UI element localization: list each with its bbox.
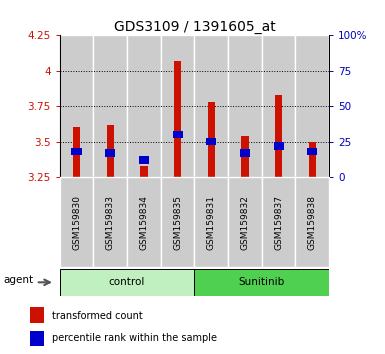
Text: GSM159832: GSM159832 — [241, 195, 249, 250]
Bar — [127, 35, 161, 177]
Bar — [139, 156, 149, 164]
Bar — [194, 269, 329, 296]
Bar — [262, 177, 296, 267]
Bar — [208, 102, 215, 177]
Text: agent: agent — [3, 275, 33, 285]
Text: transformed count: transformed count — [52, 311, 142, 321]
Bar — [30, 331, 44, 347]
Bar — [241, 136, 249, 177]
Bar — [172, 131, 182, 138]
Text: Sunitinib: Sunitinib — [239, 277, 285, 287]
Bar — [206, 138, 216, 145]
Bar — [30, 307, 44, 323]
Bar — [161, 35, 194, 177]
Text: percentile rank within the sample: percentile rank within the sample — [52, 333, 217, 343]
Bar — [296, 35, 329, 177]
Text: GSM159838: GSM159838 — [308, 195, 317, 250]
Text: GSM159837: GSM159837 — [274, 195, 283, 250]
Bar — [274, 142, 284, 150]
Bar — [307, 148, 317, 155]
Bar — [240, 149, 250, 157]
Bar — [174, 61, 181, 177]
Bar — [93, 177, 127, 267]
Text: GSM159834: GSM159834 — [139, 195, 148, 250]
Bar — [73, 127, 80, 177]
Title: GDS3109 / 1391605_at: GDS3109 / 1391605_at — [114, 21, 275, 34]
Bar — [262, 35, 296, 177]
Text: control: control — [109, 277, 145, 287]
Bar — [194, 177, 228, 267]
Bar — [309, 142, 316, 177]
Bar — [72, 148, 82, 155]
Bar — [93, 35, 127, 177]
Bar — [60, 269, 194, 296]
Bar — [161, 177, 194, 267]
Text: GSM159831: GSM159831 — [207, 195, 216, 250]
Bar — [228, 35, 262, 177]
Bar — [228, 177, 262, 267]
Bar — [60, 177, 93, 267]
Bar — [194, 35, 228, 177]
Bar — [105, 149, 115, 157]
Bar — [107, 125, 114, 177]
Bar — [140, 166, 147, 177]
Text: GSM159835: GSM159835 — [173, 195, 182, 250]
Text: GSM159833: GSM159833 — [106, 195, 115, 250]
Text: GSM159830: GSM159830 — [72, 195, 81, 250]
Bar — [127, 177, 161, 267]
Bar — [296, 177, 329, 267]
Bar — [275, 95, 282, 177]
Bar — [60, 35, 93, 177]
